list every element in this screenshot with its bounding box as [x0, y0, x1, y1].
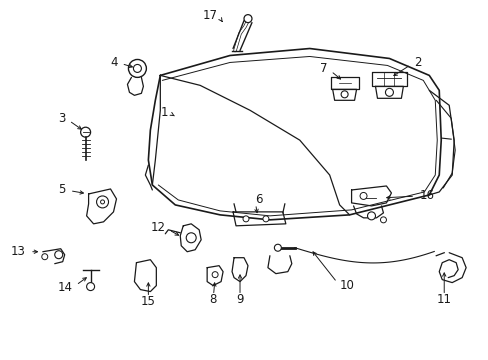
Polygon shape: [351, 186, 390, 206]
Circle shape: [186, 233, 196, 243]
Polygon shape: [233, 212, 285, 226]
Circle shape: [212, 272, 218, 278]
Polygon shape: [86, 189, 116, 224]
Text: 1: 1: [161, 106, 168, 119]
Circle shape: [55, 251, 62, 259]
Polygon shape: [371, 72, 407, 86]
Circle shape: [96, 196, 108, 208]
Text: 17: 17: [203, 9, 218, 22]
Text: 10: 10: [339, 279, 354, 292]
Circle shape: [243, 216, 248, 222]
Circle shape: [367, 212, 375, 220]
Text: 4: 4: [110, 56, 117, 69]
Text: 3: 3: [58, 112, 65, 125]
Polygon shape: [134, 260, 156, 292]
Polygon shape: [180, 224, 201, 252]
Circle shape: [133, 64, 141, 72]
Polygon shape: [207, 266, 223, 285]
Polygon shape: [148, 49, 440, 220]
Text: 8: 8: [209, 293, 216, 306]
Circle shape: [341, 91, 347, 98]
Text: 7: 7: [320, 62, 327, 75]
Text: 6: 6: [254, 193, 262, 206]
Text: 15: 15: [141, 295, 156, 308]
Circle shape: [81, 127, 90, 137]
Circle shape: [41, 254, 48, 260]
Polygon shape: [375, 86, 403, 98]
Circle shape: [380, 217, 386, 223]
Circle shape: [244, 15, 251, 23]
Text: 9: 9: [236, 293, 244, 306]
Text: 5: 5: [58, 184, 65, 197]
Circle shape: [128, 59, 146, 77]
Polygon shape: [332, 89, 356, 100]
Text: 13: 13: [11, 245, 26, 258]
Text: 16: 16: [419, 189, 433, 202]
Circle shape: [385, 88, 393, 96]
Text: 14: 14: [58, 281, 73, 294]
Circle shape: [86, 283, 94, 291]
Circle shape: [274, 244, 281, 251]
Polygon shape: [232, 258, 247, 282]
Text: 11: 11: [436, 293, 451, 306]
Circle shape: [359, 193, 366, 199]
Circle shape: [263, 216, 268, 222]
Text: 2: 2: [413, 56, 421, 69]
Polygon shape: [330, 77, 358, 89]
Circle shape: [101, 200, 104, 204]
Text: 12: 12: [150, 221, 165, 234]
